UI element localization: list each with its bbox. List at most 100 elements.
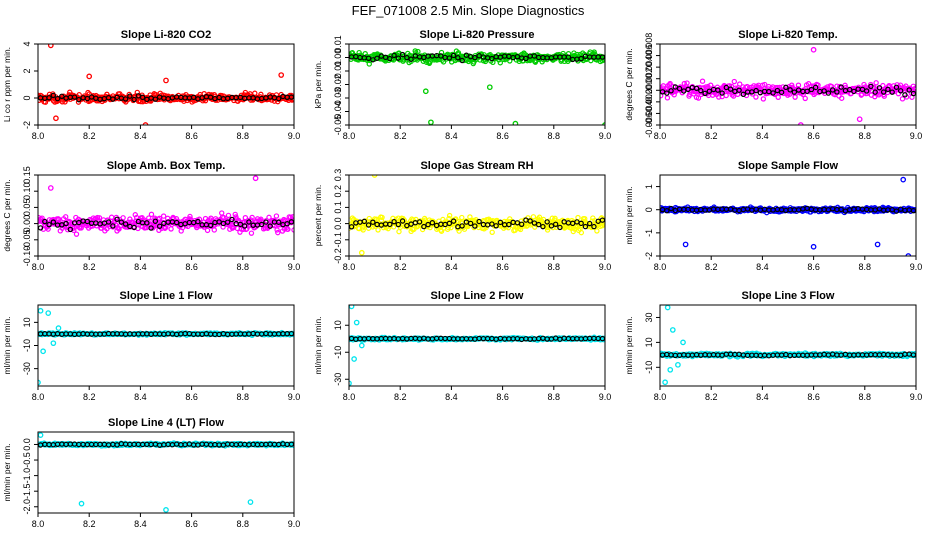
data-point [565, 50, 572, 57]
reference-point [472, 54, 478, 61]
reference-point [518, 221, 525, 227]
data-point [695, 95, 702, 101]
reference-point [429, 220, 436, 226]
data-point [379, 214, 385, 221]
plot-frame [348, 174, 606, 257]
data-point [602, 336, 605, 343]
plot-frame [659, 43, 917, 126]
outlier-point [252, 175, 259, 182]
data-point [552, 215, 558, 222]
reference-point [685, 86, 691, 93]
data-point [96, 215, 103, 221]
y-tick-label: 0.00 [333, 49, 343, 67]
reference-point [275, 219, 282, 225]
data-point [440, 59, 447, 65]
y-tick-label: -0.2 [333, 248, 343, 264]
panel-title: Slope Line 3 Flow [742, 290, 835, 302]
x-tick-label: 8.6 [496, 392, 509, 402]
reference-point [727, 86, 734, 92]
data-point [275, 229, 281, 236]
reference-point [715, 87, 721, 93]
x-tick-label: 8.8 [237, 262, 250, 272]
y-tick-label: -2.0 [22, 499, 32, 515]
reference-point [681, 88, 687, 94]
x-tick-label: 8.4 [445, 262, 458, 272]
reference-point [851, 88, 857, 95]
reference-point [821, 88, 827, 94]
outlier-point [874, 241, 881, 248]
data-point [707, 82, 714, 88]
x-tick-label: 8.2 [705, 262, 718, 272]
x-tick-label: 8.6 [807, 392, 820, 402]
x-tick-label: 8.2 [394, 131, 407, 141]
y-tick-label: -0.006 [644, 112, 654, 138]
x-tick-label: 8.2 [83, 262, 96, 272]
x-tick-label: 9.0 [599, 131, 612, 141]
data-point [108, 214, 115, 220]
data-point [148, 211, 155, 218]
data-point [249, 214, 255, 221]
y-axis-label: ml/min per min. [2, 443, 12, 501]
points [38, 432, 294, 513]
y-tick-label: -30 [22, 362, 32, 375]
reference-point [723, 84, 730, 91]
reference-point [275, 95, 282, 102]
y-tick-label: 0.10 [22, 182, 32, 200]
reference-point [889, 89, 895, 95]
reference-point [902, 92, 908, 98]
reference-point [535, 221, 542, 228]
data-point [505, 224, 512, 231]
y-axis-label: ml/min per min. [2, 316, 12, 374]
outlier-point [810, 46, 817, 53]
y-tick-label: -30 [333, 373, 343, 386]
data-point [716, 94, 722, 100]
data-point [375, 227, 381, 233]
outlier-point [358, 342, 365, 349]
plot-frame [37, 43, 295, 126]
outlier-point [45, 310, 52, 316]
reference-point [706, 88, 713, 94]
outlier-point [47, 44, 54, 49]
reference-point [127, 93, 133, 99]
reference-point [497, 219, 504, 226]
reference-point [893, 84, 900, 90]
reference-point [885, 86, 891, 93]
reference-point [838, 206, 844, 213]
y-tick-label: 10 [333, 320, 343, 330]
y-tick-label: 0 [22, 95, 32, 100]
outlier-point [142, 122, 149, 125]
x-tick-label: 9.0 [599, 392, 612, 402]
y-axis-label: degrees C per min. [624, 48, 634, 120]
y-tick-label: 0.000 [644, 79, 654, 102]
reference-point [258, 221, 265, 228]
reference-point [506, 221, 512, 228]
reference-point [778, 89, 785, 96]
reference-point [838, 84, 844, 90]
x-tick-label: 8.2 [83, 131, 96, 141]
data-point [795, 82, 802, 88]
y-tick-label: -1.5 [22, 483, 32, 499]
plot-frame [659, 174, 917, 257]
x-tick-label: 9.0 [288, 519, 301, 529]
outlier-point [664, 305, 671, 311]
x-tick-label: 8.0 [32, 131, 45, 141]
y-tick-label: 0.1 [333, 201, 343, 214]
data-point [396, 228, 402, 235]
data-point [252, 90, 258, 96]
data-point [242, 215, 249, 221]
outlier-point [86, 73, 93, 80]
outlier-point [486, 84, 493, 91]
x-tick-label: 8.0 [32, 519, 45, 529]
data-point [187, 213, 193, 220]
reference-point [829, 87, 836, 93]
outlier-point [662, 379, 668, 386]
outlier-point [55, 325, 62, 331]
data-point [913, 207, 916, 213]
reference-point [156, 223, 163, 229]
x-tick-label: 8.4 [756, 392, 769, 402]
reference-point [544, 219, 550, 225]
data-point [602, 221, 605, 228]
reference-point [446, 220, 453, 227]
